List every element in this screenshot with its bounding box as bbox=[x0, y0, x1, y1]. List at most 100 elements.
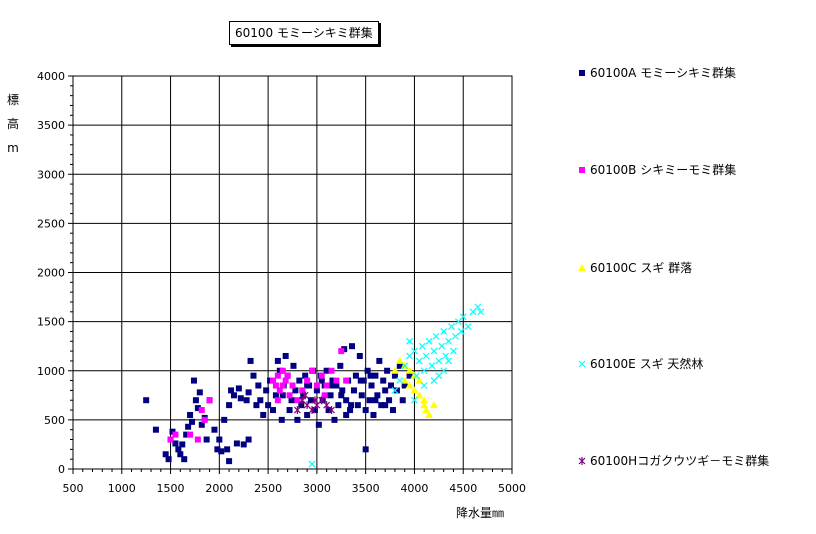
x-tick-label: 1500 bbox=[157, 482, 185, 495]
data-point-s3 bbox=[429, 401, 438, 409]
data-point-s2 bbox=[309, 367, 316, 374]
data-point-s2 bbox=[323, 382, 330, 389]
data-point-s1 bbox=[333, 382, 340, 389]
y-tick-label: 2500 bbox=[37, 217, 65, 230]
data-point-s1 bbox=[214, 446, 221, 453]
data-point-s3 bbox=[395, 356, 404, 364]
data-point-s1 bbox=[304, 382, 311, 389]
data-point-s1 bbox=[194, 405, 201, 412]
data-point-s1 bbox=[218, 448, 225, 455]
data-point-s1 bbox=[224, 446, 231, 453]
data-point-s4 bbox=[396, 377, 404, 384]
data-point-s1 bbox=[237, 395, 244, 402]
data-point-s2 bbox=[338, 348, 345, 355]
data-point-s3 bbox=[415, 376, 424, 384]
data-point-s5 bbox=[293, 406, 301, 415]
data-point-s2 bbox=[201, 416, 208, 423]
data-point-s1 bbox=[337, 362, 344, 369]
data-point-s3 bbox=[410, 371, 419, 379]
data-point-s1 bbox=[260, 411, 267, 418]
data-point-s2 bbox=[289, 382, 296, 389]
data-point-s1 bbox=[269, 407, 276, 414]
data-point-s4 bbox=[438, 342, 446, 350]
data-point-s1 bbox=[368, 382, 375, 389]
data-point-s1 bbox=[366, 397, 373, 404]
data-point-s1 bbox=[189, 418, 196, 425]
data-point-s2 bbox=[206, 397, 213, 404]
data-point-s4 bbox=[457, 328, 465, 335]
y-tick-label: 1000 bbox=[37, 365, 65, 378]
data-point-s1 bbox=[372, 397, 379, 404]
data-point-s1 bbox=[274, 357, 281, 364]
data-point-s4 bbox=[435, 357, 443, 365]
data-point-s4 bbox=[451, 332, 459, 340]
data-point-s1 bbox=[391, 372, 398, 379]
data-point-s1 bbox=[233, 440, 240, 447]
data-point-s1 bbox=[226, 402, 233, 409]
data-point-s1 bbox=[245, 436, 252, 443]
data-point-s1 bbox=[185, 423, 192, 430]
data-point-s1 bbox=[388, 382, 395, 389]
data-point-s1 bbox=[325, 407, 332, 414]
data-point-s4 bbox=[420, 367, 428, 375]
data-point-s2 bbox=[187, 431, 194, 438]
data-point-s1 bbox=[243, 397, 250, 404]
data-point-s1 bbox=[300, 392, 307, 399]
data-point-s1 bbox=[183, 431, 190, 438]
data-point-s4 bbox=[445, 357, 453, 365]
data-point-s4 bbox=[448, 323, 455, 330]
data-point-s1 bbox=[347, 407, 354, 414]
data-point-s1 bbox=[343, 397, 350, 404]
data-point-s1 bbox=[296, 377, 303, 384]
data-point-s1 bbox=[165, 456, 172, 463]
data-point-s2 bbox=[333, 377, 340, 384]
data-point-s1 bbox=[396, 362, 403, 369]
y-tick-label: 3500 bbox=[37, 119, 65, 132]
data-point-s1 bbox=[272, 392, 279, 399]
data-point-s1 bbox=[216, 436, 223, 443]
data-point-s4 bbox=[464, 323, 472, 330]
legend-marker bbox=[579, 167, 585, 173]
y-tick-label: 3000 bbox=[37, 168, 65, 181]
data-point-s1 bbox=[384, 367, 391, 374]
legend-label: 60100E スギ 天然林 bbox=[590, 356, 703, 371]
data-point-s4 bbox=[440, 328, 448, 335]
data-point-s5 bbox=[328, 406, 335, 415]
data-point-s1 bbox=[298, 402, 305, 409]
data-point-s1 bbox=[172, 440, 179, 447]
data-point-s1 bbox=[339, 387, 346, 394]
data-point-s2 bbox=[198, 407, 205, 414]
data-point-s3 bbox=[390, 366, 399, 374]
data-point-s2 bbox=[172, 431, 179, 438]
data-point-s1 bbox=[370, 411, 377, 418]
data-point-s1 bbox=[253, 402, 260, 409]
y-tick-label: 4000 bbox=[37, 70, 65, 83]
chart-title: 60100 モミーシキミ群集 bbox=[229, 21, 379, 45]
data-point-s1 bbox=[362, 407, 369, 414]
data-point-s3 bbox=[410, 386, 419, 394]
data-point-s2 bbox=[304, 377, 311, 384]
legend-label: 60100A モミーシキミ群集 bbox=[590, 65, 736, 80]
data-point-s1 bbox=[343, 411, 350, 418]
data-point-s1 bbox=[331, 416, 338, 423]
data-point-s1 bbox=[315, 421, 322, 428]
legend-marker bbox=[578, 360, 586, 368]
data-point-s1 bbox=[177, 451, 184, 458]
data-point-s1 bbox=[263, 387, 270, 394]
data-point-s1 bbox=[372, 372, 379, 379]
data-point-s2 bbox=[294, 397, 301, 404]
data-point-s1 bbox=[393, 387, 400, 394]
data-point-s4 bbox=[422, 352, 430, 360]
data-point-s1 bbox=[181, 456, 188, 463]
data-point-s1 bbox=[162, 451, 169, 458]
data-point-s1 bbox=[380, 377, 387, 384]
y-tick-label: 2000 bbox=[37, 267, 65, 280]
data-point-s2 bbox=[318, 372, 325, 379]
data-point-s4 bbox=[401, 362, 409, 370]
data-point-s4 bbox=[445, 337, 453, 345]
data-point-s4 bbox=[477, 308, 485, 316]
data-point-s1 bbox=[304, 411, 311, 418]
data-point-s1 bbox=[179, 441, 186, 448]
x-tick-label: 5000 bbox=[498, 482, 526, 495]
